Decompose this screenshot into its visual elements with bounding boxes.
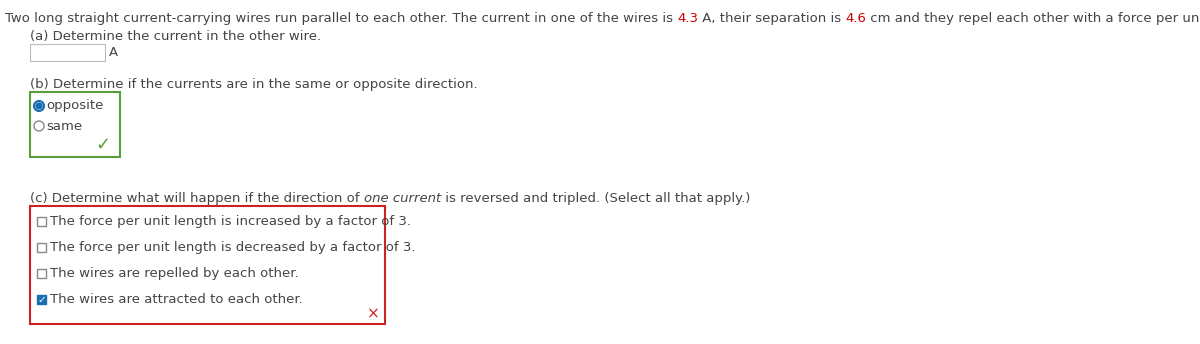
Text: is reversed and tripled. (Select all that apply.): is reversed and tripled. (Select all tha…	[442, 192, 750, 205]
FancyBboxPatch shape	[30, 44, 106, 61]
Circle shape	[36, 103, 42, 109]
Text: Two long straight current-carrying wires run parallel to each other. The current: Two long straight current-carrying wires…	[5, 12, 677, 25]
Text: A: A	[109, 46, 118, 59]
Circle shape	[34, 121, 44, 131]
Text: (a) Determine the current in the other wire.: (a) Determine the current in the other w…	[30, 30, 322, 43]
Text: (b) Determine if the currents are in the same or opposite direction.: (b) Determine if the currents are in the…	[30, 78, 478, 91]
FancyBboxPatch shape	[37, 295, 46, 304]
Text: opposite: opposite	[46, 99, 103, 112]
Text: 4.3: 4.3	[677, 12, 698, 25]
FancyBboxPatch shape	[30, 206, 385, 324]
Text: 4.6: 4.6	[846, 12, 866, 25]
Text: The force per unit length is decreased by a factor of 3.: The force per unit length is decreased b…	[50, 241, 415, 254]
Text: The wires are repelled by each other.: The wires are repelled by each other.	[50, 267, 299, 280]
Text: The wires are attracted to each other.: The wires are attracted to each other.	[50, 293, 302, 306]
FancyBboxPatch shape	[37, 216, 46, 226]
Text: cm and they repel each other with a force per unit length of: cm and they repel each other with a forc…	[866, 12, 1200, 25]
Text: ✓: ✓	[95, 136, 110, 154]
FancyBboxPatch shape	[30, 92, 120, 157]
Text: one current: one current	[364, 192, 442, 205]
Text: same: same	[46, 119, 82, 132]
Circle shape	[34, 101, 44, 111]
Text: ✓: ✓	[37, 295, 46, 305]
Text: (c) Determine what will happen if the direction of: (c) Determine what will happen if the di…	[30, 192, 364, 205]
Text: A, their separation is: A, their separation is	[698, 12, 846, 25]
Text: The force per unit length is increased by a factor of 3.: The force per unit length is increased b…	[50, 215, 410, 227]
FancyBboxPatch shape	[37, 269, 46, 278]
Text: ×: ×	[367, 306, 380, 321]
FancyBboxPatch shape	[37, 243, 46, 252]
